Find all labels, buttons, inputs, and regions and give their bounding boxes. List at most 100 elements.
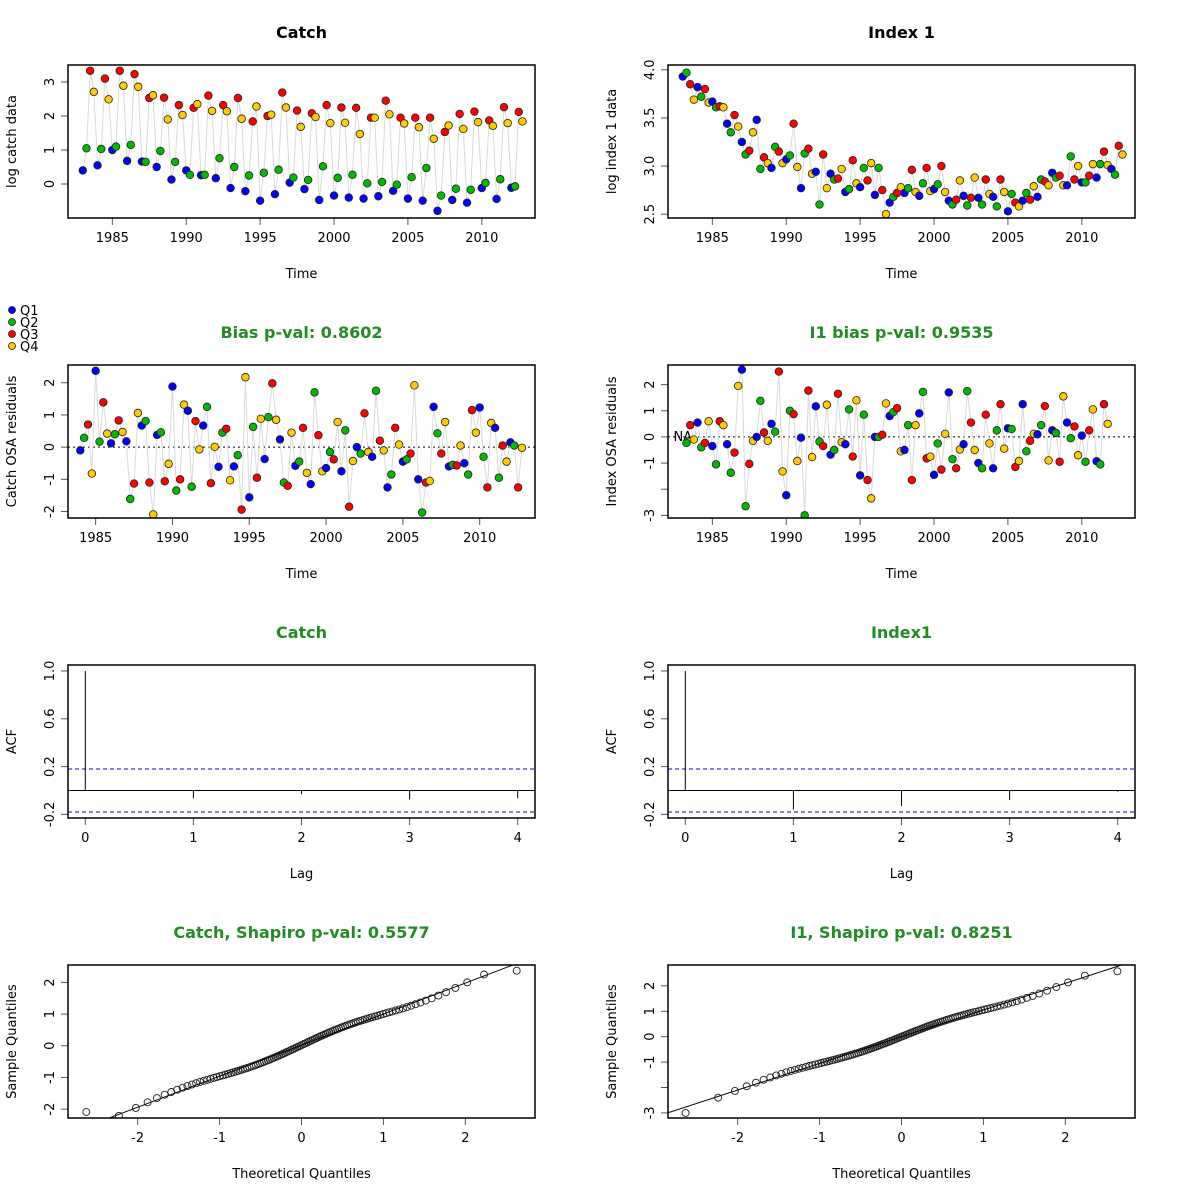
x-tick-label: 2005 [391, 231, 424, 246]
data-point-q2 [1007, 189, 1016, 199]
data-point-q1 [767, 163, 776, 173]
catch-data-panel: Catch 1985 1990 1995 2000 2005 2010 0 1 2 3 Time log… [5, 23, 536, 282]
data-point-q3 [833, 174, 843, 183]
data-point-q2 [963, 201, 972, 210]
x-tick-label: 2010 [1065, 231, 1098, 246]
data-point-q3 [818, 441, 828, 451]
data-point-q1 [1062, 418, 1072, 427]
chart-title: I1, Shapiro p-val: 0.8251 [790, 923, 1012, 942]
data-point-q1 [168, 382, 177, 391]
data-point-q3 [1070, 422, 1079, 431]
data-point-q2 [392, 180, 402, 189]
y-tick-label: 0 [43, 1042, 58, 1050]
data-point-q3 [114, 416, 123, 425]
y-tick-label: -1 [43, 473, 58, 486]
data-point-q3 [789, 409, 798, 419]
data-point-q1 [321, 463, 331, 473]
data-point-q3 [406, 449, 415, 458]
data-point-q2 [363, 179, 372, 188]
data-point-q3 [440, 127, 450, 137]
data-point-q4 [148, 91, 158, 100]
data-point-q4 [163, 115, 172, 124]
data-point-q2 [1096, 159, 1105, 169]
data-point-q2 [977, 200, 987, 209]
y-axis-label: Catch OSA residuals [5, 375, 20, 507]
data-point-q2 [481, 178, 490, 188]
qq-point [427, 994, 436, 1003]
y-tick-label: 2 [643, 380, 658, 388]
data-point-q3 [222, 424, 231, 433]
data-point-q2 [126, 494, 135, 504]
data-point-q2 [933, 180, 942, 189]
data-point-q4 [164, 459, 173, 469]
data-point-q3 [314, 431, 323, 440]
data-point-q1 [352, 442, 362, 452]
data-point-q1 [300, 184, 309, 194]
data-point-q4 [881, 209, 891, 218]
legend-marker-q3 [8, 330, 16, 338]
data-point-q2 [933, 439, 942, 448]
data-point-q2 [1081, 178, 1090, 187]
data-point-q1 [988, 464, 998, 473]
data-point-q3 [514, 107, 523, 117]
x-tick-label: 2005 [386, 531, 419, 546]
data-point-q4 [517, 443, 527, 452]
x-tick-label: -1 [213, 1131, 226, 1146]
legend-marker-q1 [8, 306, 16, 314]
data-point-q3 [1114, 141, 1123, 151]
qq-point [379, 1010, 388, 1019]
plot-area [78, 66, 527, 216]
data-point-q4 [302, 468, 312, 478]
data-point-q1 [1018, 400, 1027, 409]
data-point-q3 [848, 452, 857, 461]
data-point-q1 [855, 471, 865, 480]
data-point-q3 [337, 103, 346, 112]
x-tick-label: 1995 [844, 531, 877, 546]
data-point-q4 [1088, 159, 1098, 169]
data-point-q2 [185, 170, 195, 180]
y-tick-label: -3 [643, 509, 658, 522]
data-point-q3 [218, 100, 228, 110]
data-point-q1 [433, 206, 442, 216]
data-point-q3 [252, 473, 262, 482]
x-tick-label: 1995 [233, 531, 266, 546]
data-point-q4 [133, 82, 143, 91]
y-tick-label: -3 [643, 1106, 658, 1119]
data-point-q3 [996, 175, 1005, 184]
plot-frame [67, 364, 536, 519]
data-point-q2 [815, 200, 824, 209]
data-point-q1 [374, 192, 383, 201]
qq-point [512, 966, 521, 975]
plot-area: NA [668, 365, 1135, 518]
data-point-q2 [110, 430, 120, 439]
data-point-q3 [145, 478, 154, 487]
data-point-q2 [141, 157, 150, 167]
data-point-q1 [796, 183, 806, 193]
data-point-q2 [844, 184, 854, 194]
data-point-q3 [344, 502, 354, 511]
data-point-q3 [455, 109, 464, 119]
data-point-q1 [929, 470, 939, 480]
y-tick-label: -1 [643, 457, 658, 470]
data-point-q4 [837, 164, 846, 174]
data-point-q4 [985, 439, 994, 448]
data-point-q2 [348, 170, 357, 180]
data-point-q4 [1073, 161, 1083, 171]
data-point-q4 [1029, 182, 1038, 191]
data-point-q1 [306, 479, 315, 489]
data-point-q4 [195, 445, 204, 454]
chart-title: Bias p-val: 0.8602 [220, 323, 382, 342]
y-axis-label: ACF [605, 729, 620, 754]
data-point-q1 [229, 462, 239, 471]
data-point-q1 [811, 402, 820, 411]
data-point-q3 [878, 430, 887, 440]
data-point-q4 [940, 429, 950, 438]
data-point-q2 [141, 416, 150, 426]
data-point-q1 [359, 194, 368, 203]
data-point-q3 [160, 477, 169, 486]
x-tick-label: 2010 [1065, 531, 1098, 546]
x-tick-label: 1985 [96, 231, 129, 246]
data-point-q4 [118, 427, 127, 437]
x-axis-label: Time [285, 567, 318, 582]
data-point-q3 [278, 88, 287, 97]
